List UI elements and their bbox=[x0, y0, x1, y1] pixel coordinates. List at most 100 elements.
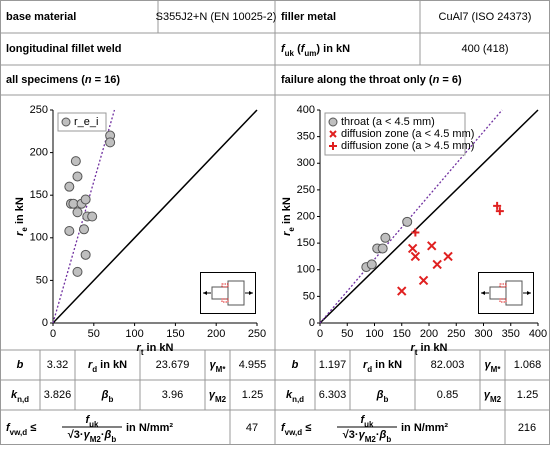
point bbox=[72, 171, 83, 182]
x-tick-label: 50 bbox=[341, 328, 353, 340]
y-tick-label: 0 bbox=[309, 317, 315, 329]
x-tick-label: 100 bbox=[125, 328, 143, 340]
stat-value: 1.25 bbox=[242, 389, 263, 401]
point bbox=[432, 259, 442, 270]
point bbox=[495, 207, 504, 216]
formula-unit: in N/mm² bbox=[126, 422, 173, 434]
filler-label: filler metal bbox=[281, 11, 336, 23]
weld-icon bbox=[478, 272, 534, 314]
stat-label: γM2 bbox=[484, 389, 502, 404]
text-part: b bbox=[383, 395, 388, 404]
text-part: √3· bbox=[68, 429, 84, 441]
stat-label: γM* bbox=[210, 359, 227, 374]
legend-marker bbox=[329, 142, 337, 150]
y-tick-label: 50 bbox=[36, 274, 48, 286]
base-label: base material bbox=[6, 11, 76, 23]
panel-title: failure along the throat only (n = 6) bbox=[281, 74, 462, 86]
legend-box bbox=[324, 112, 466, 156]
y-axis-label: re in kN bbox=[14, 197, 29, 236]
text-part: r bbox=[14, 231, 26, 236]
text-part: β bbox=[379, 429, 387, 441]
point bbox=[80, 249, 91, 260]
x-tick-label: 0 bbox=[317, 328, 323, 340]
point bbox=[70, 156, 81, 167]
text-part: β bbox=[376, 389, 384, 401]
text-part: b bbox=[111, 435, 116, 444]
stat-value: 1.197 bbox=[319, 359, 347, 371]
text-part: ≤ bbox=[27, 422, 36, 434]
point bbox=[411, 228, 420, 237]
text-part: n bbox=[433, 74, 440, 86]
text-part: β bbox=[101, 389, 109, 401]
formula-denominator: √3·γM2·βb bbox=[68, 429, 117, 444]
text-part: e bbox=[287, 227, 296, 232]
text-part: t bbox=[141, 348, 144, 357]
legend-marker bbox=[328, 117, 338, 127]
x-tick-label: 0 bbox=[50, 328, 56, 340]
text-part: all specimens ( bbox=[6, 74, 85, 86]
point bbox=[80, 194, 91, 205]
text-part: f bbox=[360, 414, 365, 426]
stat-value: 6.303 bbox=[319, 389, 347, 401]
slope-line bbox=[52, 109, 116, 324]
weld-icon bbox=[200, 272, 256, 314]
y-tick-label: 400 bbox=[297, 104, 315, 116]
y-tick-label: 0 bbox=[42, 317, 48, 329]
text-part: uk bbox=[89, 420, 99, 429]
point bbox=[493, 201, 502, 210]
x-tick-label: 200 bbox=[207, 328, 225, 340]
text-part: f bbox=[281, 422, 286, 434]
text-part: r bbox=[88, 359, 93, 371]
point bbox=[443, 251, 453, 262]
x-tick-label: 150 bbox=[393, 328, 411, 340]
text-part: in kN bbox=[372, 359, 402, 371]
text-part: = 16) bbox=[92, 74, 121, 86]
text-part: ≤ bbox=[302, 422, 311, 434]
text-part: b bbox=[17, 359, 24, 371]
point bbox=[427, 241, 437, 251]
x-tick-label: 400 bbox=[529, 328, 547, 340]
text-part: t bbox=[415, 348, 418, 357]
text-part: γ bbox=[209, 389, 216, 401]
text-part: M* bbox=[216, 365, 227, 374]
y-tick-label: 150 bbox=[297, 237, 315, 249]
slope-line bbox=[319, 109, 503, 324]
point bbox=[72, 207, 83, 218]
stat-label: b bbox=[292, 359, 299, 371]
text-part: vw,d bbox=[10, 428, 28, 437]
weld-label: longitudinal fillet weld bbox=[6, 43, 122, 55]
text-part: uk bbox=[285, 49, 295, 58]
text-part: in N/mm² bbox=[401, 422, 448, 434]
text-part: uk bbox=[364, 420, 374, 429]
text-part: d bbox=[92, 365, 97, 374]
point bbox=[418, 275, 429, 286]
formula-numerator: fuk bbox=[360, 414, 374, 429]
text-part: · bbox=[101, 429, 105, 441]
formula-value: 47 bbox=[246, 422, 258, 434]
point bbox=[64, 225, 75, 236]
text-part: k bbox=[11, 389, 18, 401]
base-value: S355J2+N (EN 10025-2) bbox=[156, 11, 277, 23]
y-axis-label: re in kN bbox=[281, 197, 296, 236]
point bbox=[72, 266, 83, 277]
text-part: r bbox=[137, 342, 142, 354]
text-part: β bbox=[104, 429, 112, 441]
stat-value: 3.32 bbox=[47, 359, 68, 371]
filler-value: CuAl7 (ISO 24373) bbox=[439, 11, 532, 23]
stat-label: βb bbox=[376, 389, 389, 404]
x-axis-label: rt in kN bbox=[137, 342, 174, 357]
point bbox=[380, 232, 391, 243]
text-part: M* bbox=[491, 365, 502, 374]
text-part: · bbox=[376, 429, 380, 441]
text-part: M2 bbox=[215, 395, 227, 404]
formula-denominator: √3·γM2·βb bbox=[343, 429, 392, 444]
text-part: r bbox=[363, 359, 368, 371]
text-part: b bbox=[386, 435, 391, 444]
y-tick-label: 150 bbox=[30, 189, 48, 201]
text-part: n,d bbox=[17, 395, 29, 404]
stat-value: 4.955 bbox=[239, 359, 267, 371]
y-tick-label: 250 bbox=[297, 184, 315, 196]
x-tick-label: 250 bbox=[248, 328, 266, 340]
text-part: n,d bbox=[292, 395, 304, 404]
